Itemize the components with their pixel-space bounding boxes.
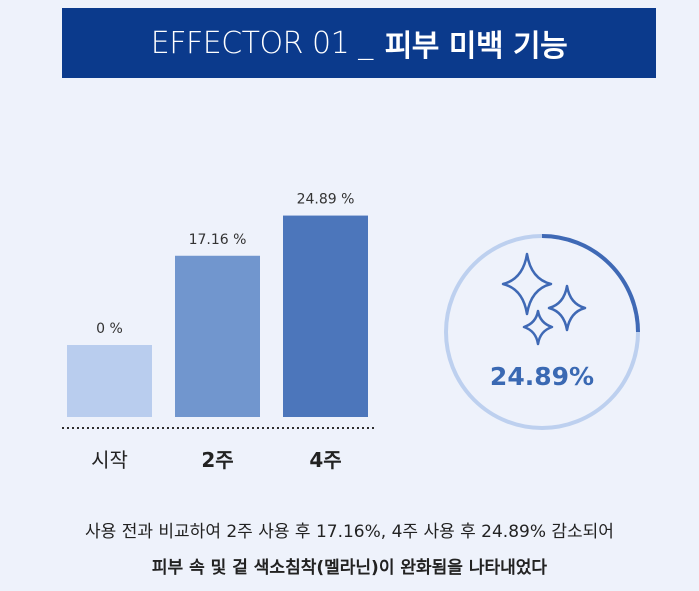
caption-line-2: 피부 속 및 겉 색소침착(멜라닌)이 완화됨을 나타내었다 [151, 558, 548, 578]
category-label-2: 2주 [201, 448, 233, 472]
ring-graphic [444, 234, 640, 430]
title-banner: EFFECTOR 01 _ 피부 미백 기능 [62, 8, 656, 78]
caption-line-1: 사용 전과 비교하여 2주 사용 후 17.16%, 4주 사용 후 24.89… [85, 522, 614, 542]
ring-progress [541, 234, 640, 333]
bar-1 [67, 345, 152, 417]
highlight-badge: 24.89% [442, 232, 642, 432]
category-label-3: 4주 [309, 448, 341, 472]
bar-value-label-1: 0 % [96, 321, 123, 337]
bar-value-label-3: 24.89 % [297, 192, 355, 208]
bar-3 [283, 215, 368, 417]
highlight-value: 24.89% [489, 362, 595, 391]
bar-2 [175, 255, 260, 417]
sparkle-icon [501, 252, 587, 346]
bar-value-label-2: 17.16 % [189, 232, 247, 248]
title-lead: EFFECTOR 01 _ [150, 25, 373, 61]
category-label-1: 시작 [91, 448, 128, 472]
bar-group [67, 215, 368, 417]
title-main: 피부 미백 기능 [384, 29, 568, 64]
